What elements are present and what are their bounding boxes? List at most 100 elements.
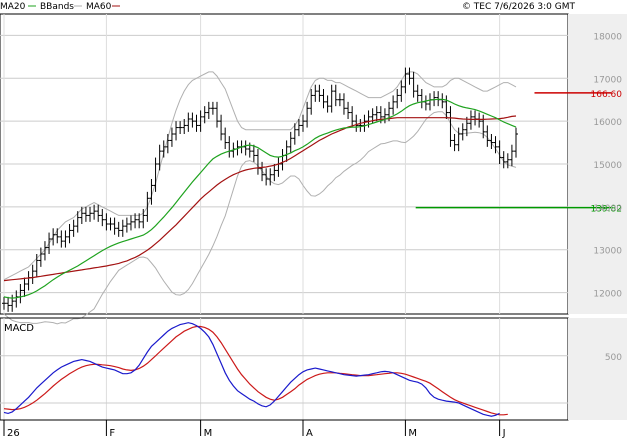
ohlc-bar <box>395 89 400 109</box>
price-axis-background <box>568 14 627 314</box>
ohlc-bar <box>264 168 269 186</box>
ohlc-bar <box>501 151 506 169</box>
legend-item-bbands: BBands <box>40 2 74 12</box>
macd-panel: MACD 500 <box>0 317 627 421</box>
ma20-line <box>3 98 517 299</box>
ohlc-bar <box>485 125 490 147</box>
ohlc-bar <box>169 127 174 147</box>
price-tick-label: 16000 <box>593 118 622 128</box>
ohlc-bar <box>313 84 318 102</box>
ohlc-bar <box>391 95 396 115</box>
ohlc-bar <box>198 110 203 132</box>
x-tick-label: A <box>306 428 313 439</box>
macd-tick-label: 500 <box>605 353 622 363</box>
ohlc-bar <box>436 91 441 107</box>
macd-panel-frame <box>0 317 569 421</box>
ohlc-bar <box>460 123 465 141</box>
ohlc-bar <box>403 67 408 94</box>
ohlc-bar <box>116 221 121 237</box>
ohlc-bar <box>509 144 514 167</box>
ohlc-bar <box>186 112 191 132</box>
ohlc-bar <box>251 144 256 162</box>
ohlc-bar <box>325 95 330 113</box>
ohlc-bar <box>55 228 60 244</box>
ohlc-bar <box>83 206 88 222</box>
ohlc-bar <box>268 168 273 186</box>
x-tick-label: J <box>502 428 506 439</box>
price-tick-label: 18000 <box>593 32 622 42</box>
ohlc-bar <box>514 127 518 158</box>
ohlc-bar <box>493 136 498 154</box>
price-level-label: 139.82 <box>591 205 623 215</box>
ohlc-bar <box>411 71 416 98</box>
ohlc-bar <box>165 134 170 154</box>
ohlc-bar <box>145 191 150 222</box>
legend-item-ma60: MA60 <box>86 2 112 12</box>
ohlc-bar <box>382 108 387 124</box>
ohlc-bar <box>67 224 72 244</box>
price-gridlines <box>0 14 568 314</box>
ohlc-bar <box>223 127 228 149</box>
bollinger-upper-line <box>3 71 517 281</box>
ohlc-bar <box>452 134 457 152</box>
ohlc-bar <box>456 127 461 152</box>
ohlc-bar <box>468 110 473 130</box>
ohlc-bar <box>448 106 453 147</box>
x-tick-label: F <box>109 428 115 439</box>
ohlc-bar <box>71 219 76 237</box>
bollinger-lower-line <box>3 111 517 325</box>
ohlc-bar <box>30 264 35 284</box>
ohlc-bar <box>38 247 43 267</box>
ohlc-bar <box>243 140 248 156</box>
ohlc-bar <box>10 294 15 312</box>
ohlc-bar <box>214 101 219 128</box>
ohlc-bar <box>305 101 310 128</box>
macd-axis-background <box>568 318 627 420</box>
macd-series-line <box>3 322 500 417</box>
legend-item-ma20: MA20 <box>0 2 26 12</box>
price-axis-ticks: 12000 13000 14000 15000 16000 17000 18000 <box>593 32 622 299</box>
ohlc-bar <box>333 84 338 107</box>
ohlc-bar <box>178 121 183 134</box>
ohlc-bar <box>149 179 154 205</box>
ma60-line <box>3 115 517 282</box>
ohlc-bar <box>26 271 31 291</box>
ohlc-bar <box>210 101 215 115</box>
ohlc-bar <box>206 101 211 119</box>
x-tick-label: M <box>204 428 213 439</box>
ohlc-bar <box>108 217 113 231</box>
ohlc-bar <box>301 114 306 132</box>
ohlc-bar <box>444 95 449 119</box>
ohlc-bar <box>497 140 502 164</box>
moving-averages <box>3 98 517 299</box>
ohlc-bar <box>260 161 265 182</box>
ohlc-bar <box>92 204 97 220</box>
ohlc-bar <box>419 89 424 109</box>
ohlc-bar <box>104 213 109 231</box>
ohlc-bar <box>157 144 162 171</box>
ohlc-bar <box>75 211 80 233</box>
ohlc-bar <box>190 112 195 128</box>
ohlc-bar <box>464 116 469 137</box>
ohlc-bar <box>473 110 478 126</box>
ohlc-bar <box>276 157 281 177</box>
price-tick-label: 17000 <box>593 75 622 85</box>
macd-gridlines <box>0 318 568 420</box>
ohlc-bar <box>18 284 23 304</box>
x-axis: 26 F M A M J <box>0 419 568 439</box>
ohlc-bar <box>354 114 359 132</box>
ohlc-bar <box>88 206 93 222</box>
ohlc-bar <box>2 296 6 310</box>
ohlc-bar <box>6 296 11 312</box>
ohlc-bar <box>51 228 56 246</box>
ohlc-bar <box>399 80 404 102</box>
ohlc-bar <box>341 93 346 115</box>
ohlc-bar <box>440 93 445 109</box>
ohlc-bars <box>2 67 518 312</box>
ohlc-bar <box>288 131 293 154</box>
ohlc-bar <box>427 93 432 111</box>
ohlc-bar <box>47 232 52 254</box>
ohlc-bar <box>477 112 482 128</box>
ohlc-bar <box>161 140 166 158</box>
ohlc-bar <box>182 119 187 134</box>
